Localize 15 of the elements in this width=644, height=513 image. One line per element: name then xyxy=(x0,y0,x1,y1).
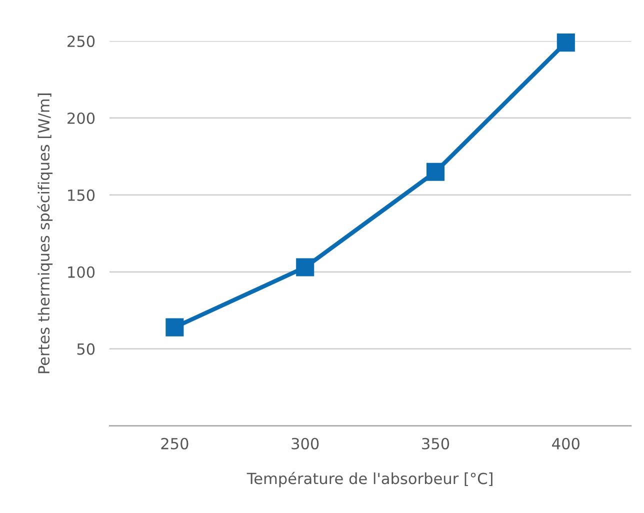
x-axis-title: Température de l'absorbeur [°C] xyxy=(246,472,492,488)
y-axis-title: Pertes thermiques spécifiques [W/m] xyxy=(37,94,53,374)
y-tick-label: 200 xyxy=(68,112,95,124)
point xyxy=(426,162,445,181)
point xyxy=(556,34,575,52)
y-tick-label: 100 xyxy=(68,266,95,278)
x-tick-label: 400 xyxy=(552,438,580,450)
y-tick-label: 50 xyxy=(77,343,95,355)
x-tick-label: 300 xyxy=(292,438,319,450)
x-tick-label: 250 xyxy=(161,438,188,450)
y-tick-label: 250 xyxy=(68,36,95,48)
y-tick-label: 150 xyxy=(68,189,95,201)
x-tick-label: 350 xyxy=(422,438,450,450)
point xyxy=(166,318,184,336)
point xyxy=(296,258,314,276)
